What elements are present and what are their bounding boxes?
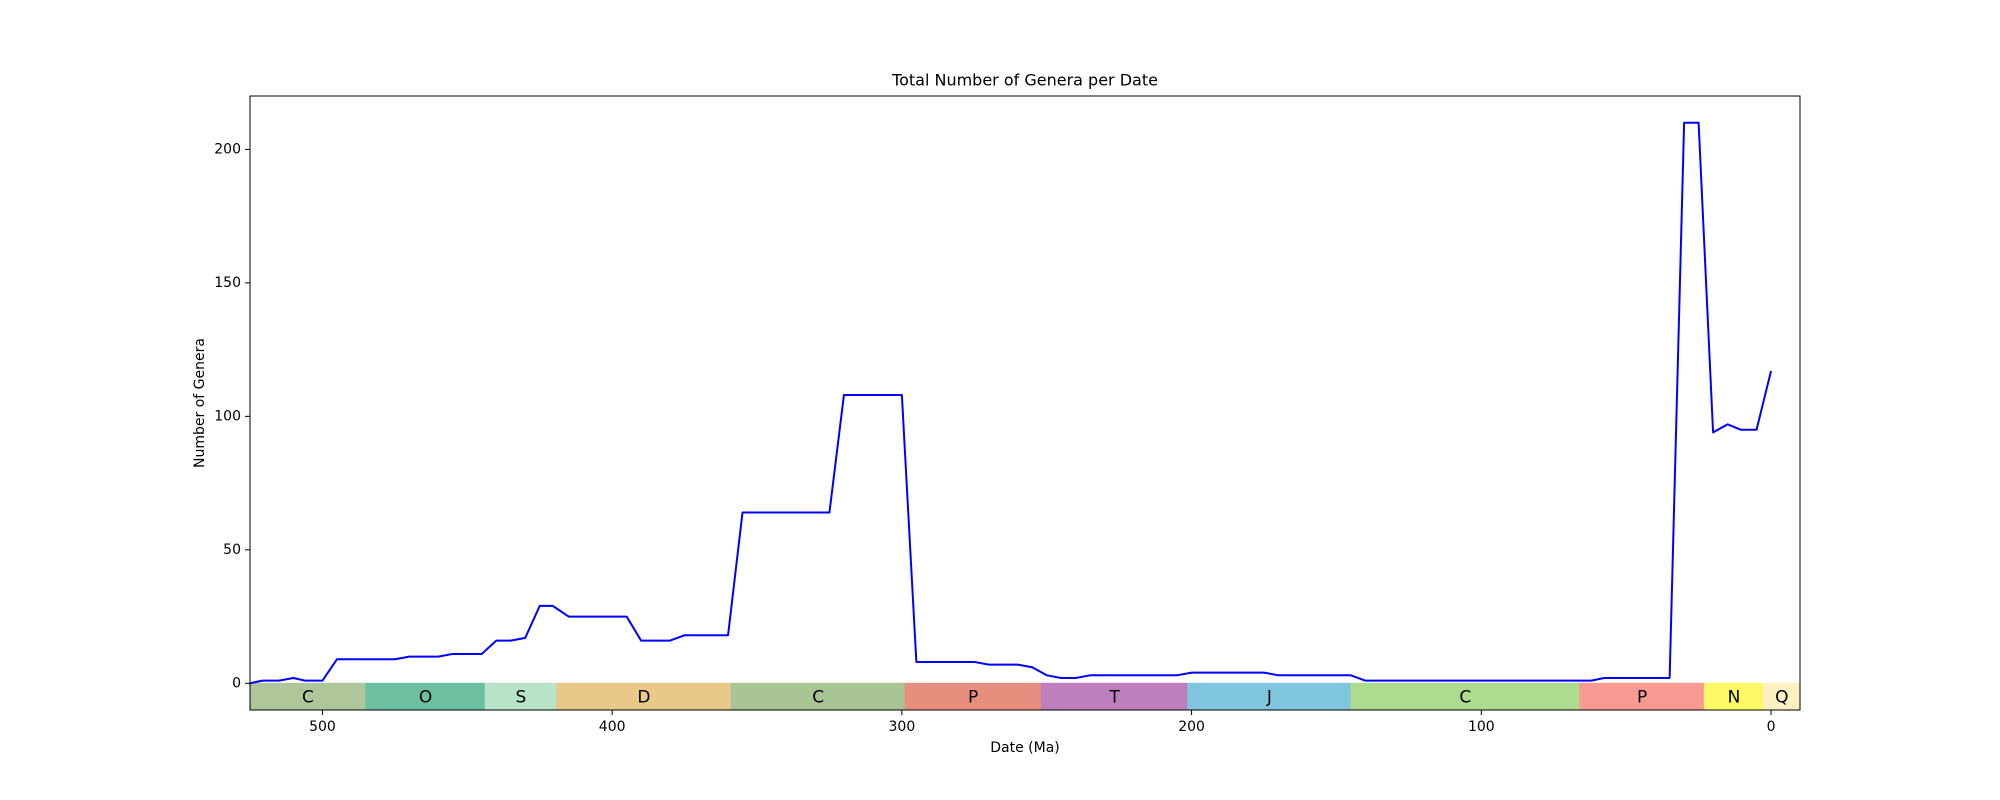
period-label: T <box>1108 688 1120 708</box>
y-tick-label: 200 <box>214 141 241 157</box>
y-axis-label: Number of Genera <box>192 338 208 468</box>
period-label: J <box>1266 688 1272 708</box>
period-band <box>1350 682 1581 710</box>
period-band <box>365 682 486 710</box>
period-label: P <box>968 688 978 708</box>
period-label: S <box>515 688 526 708</box>
x-axis-label: Date (Ma) <box>990 740 1060 756</box>
axes-frame <box>249 95 1801 711</box>
y-tick-label: 50 <box>223 542 241 558</box>
period-label: P <box>1637 688 1647 708</box>
period-label: C <box>1459 688 1471 708</box>
period-band <box>1703 682 1765 710</box>
x-tick-label: 400 <box>599 719 626 735</box>
period-label: O <box>419 688 432 708</box>
period-band <box>1040 682 1189 710</box>
period-band <box>484 682 558 710</box>
period-band <box>556 682 732 710</box>
plot-area <box>250 121 1773 685</box>
period-label: N <box>1728 688 1741 708</box>
y-tick-label: 100 <box>214 408 241 424</box>
chart-title: Total Number of Genera per Date <box>891 71 1158 90</box>
x-tick-label: 300 <box>889 719 916 735</box>
period-label: C <box>302 688 314 708</box>
data-line <box>250 121 1773 685</box>
period-band <box>250 682 367 710</box>
x-tick-label: 500 <box>309 719 336 735</box>
period-label: Q <box>1775 688 1788 708</box>
x-tick-label: 200 <box>1178 719 1205 735</box>
x-tick-label: 100 <box>1468 719 1495 735</box>
y-tick-label: 0 <box>232 675 241 691</box>
period-label: C <box>812 688 824 708</box>
y-tick-label: 150 <box>214 275 241 291</box>
period-label: D <box>637 688 650 708</box>
period-bands <box>250 682 1800 710</box>
x-tick-label: 0 <box>1767 719 1776 735</box>
